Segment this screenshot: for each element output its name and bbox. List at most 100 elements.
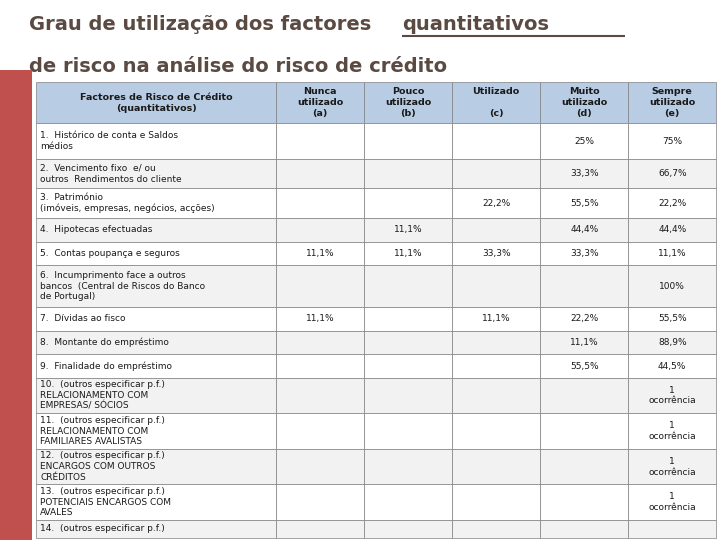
Bar: [540, 188, 628, 218]
Bar: [452, 378, 540, 413]
Text: 33,3%: 33,3%: [482, 249, 510, 258]
Text: 11,1%: 11,1%: [394, 225, 423, 234]
Bar: [628, 484, 716, 520]
Bar: [276, 266, 364, 307]
Text: 2.  Vencimento fixo  e/ ou
outros  Rendimentos do cliente: 2. Vencimento fixo e/ ou outros Rendimen…: [40, 164, 182, 184]
Text: Muito
utilizado
(d): Muito utilizado (d): [561, 87, 608, 118]
Text: 4.  Hipotecas efectuadas: 4. Hipotecas efectuadas: [40, 225, 153, 234]
Bar: [36, 449, 276, 484]
Text: quantitativos: quantitativos: [402, 15, 549, 33]
Bar: [452, 218, 540, 242]
Text: 3.  Património
(imóveis, empresas, negócios, acções): 3. Património (imóveis, empresas, negóci…: [40, 193, 215, 213]
Text: 44,5%: 44,5%: [658, 361, 686, 370]
Bar: [540, 330, 628, 354]
Bar: [36, 266, 276, 307]
Bar: [36, 378, 276, 413]
Bar: [36, 520, 276, 538]
Bar: [452, 242, 540, 266]
Text: 25%: 25%: [575, 137, 594, 146]
Text: 13.  (outros especificar p.f.)
POTENCIAIS ENCARGOS COM
AVALES: 13. (outros especificar p.f.) POTENCIAIS…: [40, 487, 171, 517]
Text: 44,4%: 44,4%: [570, 225, 598, 234]
Bar: [452, 188, 540, 218]
Text: 22,2%: 22,2%: [570, 314, 598, 323]
Bar: [36, 330, 276, 354]
Bar: [276, 159, 364, 188]
Text: 44,4%: 44,4%: [658, 225, 686, 234]
Bar: [364, 378, 452, 413]
Bar: [628, 159, 716, 188]
Text: Pouco
utilizado
(b): Pouco utilizado (b): [385, 87, 431, 118]
Bar: [540, 378, 628, 413]
Bar: [36, 354, 276, 378]
Text: de risco na análise do risco de crédito: de risco na análise do risco de crédito: [29, 57, 447, 76]
Text: 88,9%: 88,9%: [658, 338, 686, 347]
Bar: [628, 520, 716, 538]
Bar: [540, 82, 628, 123]
Bar: [540, 218, 628, 242]
Bar: [364, 330, 452, 354]
Bar: [276, 449, 364, 484]
Text: 55,5%: 55,5%: [570, 361, 598, 370]
Text: 55,5%: 55,5%: [658, 314, 686, 323]
Text: 7.  Dívidas ao fisco: 7. Dívidas ao fisco: [40, 314, 126, 323]
Bar: [364, 82, 452, 123]
Bar: [364, 449, 452, 484]
Text: 11,1%: 11,1%: [658, 249, 686, 258]
Text: 14.  (outros especificar p.f.): 14. (outros especificar p.f.): [40, 524, 165, 534]
Bar: [364, 520, 452, 538]
Bar: [276, 354, 364, 378]
Bar: [628, 378, 716, 413]
Bar: [0, 70, 32, 540]
Bar: [36, 159, 276, 188]
Text: 10.  (outros especificar p.f.)
RELACIONAMENTO COM
EMPRESAS/ SÓCIOS: 10. (outros especificar p.f.) RELACIONAM…: [40, 380, 165, 411]
Bar: [452, 82, 540, 123]
Text: 11,1%: 11,1%: [394, 249, 423, 258]
Bar: [452, 354, 540, 378]
Bar: [628, 413, 716, 449]
Bar: [628, 354, 716, 378]
Text: 33,3%: 33,3%: [570, 249, 598, 258]
Text: 12.  (outros especificar p.f.)
ENCARGOS COM OUTROS
CRÉDITOS: 12. (outros especificar p.f.) ENCARGOS C…: [40, 451, 165, 482]
Bar: [540, 413, 628, 449]
Bar: [364, 159, 452, 188]
Bar: [452, 413, 540, 449]
Text: Factores de Risco de Crédito
(quantitativos): Factores de Risco de Crédito (quantitati…: [80, 93, 233, 112]
Bar: [364, 266, 452, 307]
Text: Sempre
utilizado
(e): Sempre utilizado (e): [649, 87, 696, 118]
Bar: [364, 354, 452, 378]
Bar: [36, 242, 276, 266]
Bar: [628, 266, 716, 307]
Text: 11,1%: 11,1%: [570, 338, 598, 347]
Bar: [540, 159, 628, 188]
Bar: [276, 330, 364, 354]
Bar: [540, 123, 628, 159]
Bar: [36, 188, 276, 218]
Bar: [628, 188, 716, 218]
Bar: [364, 484, 452, 520]
Bar: [276, 123, 364, 159]
Bar: [276, 484, 364, 520]
Bar: [36, 413, 276, 449]
Bar: [540, 449, 628, 484]
Text: 1
ocorrência: 1 ocorrência: [649, 421, 696, 441]
Text: 100%: 100%: [660, 282, 685, 291]
Bar: [364, 413, 452, 449]
Text: 6.  Incumprimento face a outros
bancos  (Central de Riscos do Banco
de Portugal): 6. Incumprimento face a outros bancos (C…: [40, 271, 205, 301]
Bar: [364, 242, 452, 266]
Text: 11,1%: 11,1%: [482, 314, 510, 323]
Bar: [452, 123, 540, 159]
Text: 11.  (outros especificar p.f.)
RELACIONAMENTO COM
FAMILIARES AVALISTAS: 11. (outros especificar p.f.) RELACIONAM…: [40, 416, 165, 447]
Bar: [364, 123, 452, 159]
Bar: [276, 188, 364, 218]
Bar: [36, 123, 276, 159]
Bar: [540, 307, 628, 330]
Bar: [36, 218, 276, 242]
Text: 22,2%: 22,2%: [482, 199, 510, 208]
Bar: [452, 330, 540, 354]
Bar: [628, 449, 716, 484]
Text: 1
ocorrência: 1 ocorrência: [649, 386, 696, 406]
Bar: [276, 307, 364, 330]
Text: Grau de utilização dos factores: Grau de utilização dos factores: [29, 15, 378, 33]
Bar: [364, 218, 452, 242]
Bar: [452, 307, 540, 330]
